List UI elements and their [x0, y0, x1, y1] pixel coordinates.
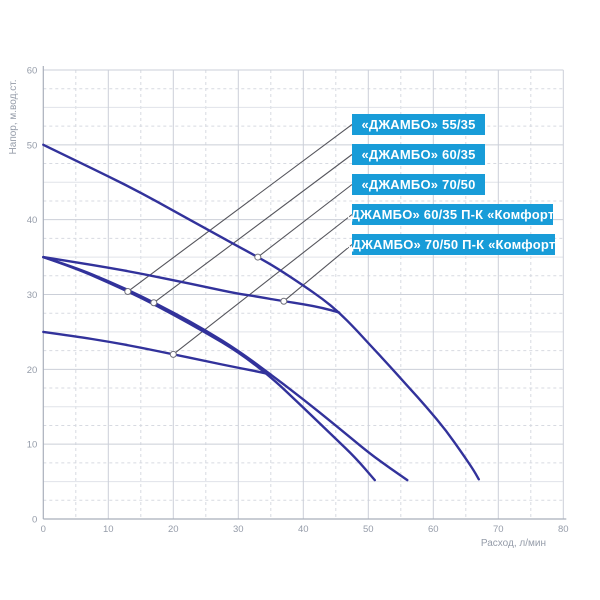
svg-text:80: 80: [558, 524, 569, 535]
svg-text:40: 40: [27, 215, 38, 226]
svg-text:70: 70: [493, 524, 504, 535]
marker-3: [169, 350, 177, 358]
series-callout-70-50: «ДЖАМБО» 70/50: [352, 174, 485, 195]
svg-text:30: 30: [27, 290, 38, 301]
svg-text:20: 20: [27, 365, 38, 376]
svg-text:50: 50: [27, 140, 38, 151]
curve-0: [42, 255, 376, 482]
series-callout-60-35: «ДЖАМБО» 60/35: [352, 144, 485, 165]
svg-text:0: 0: [32, 515, 37, 526]
grid: [43, 69, 564, 519]
svg-text:60: 60: [27, 66, 38, 77]
marker-2: [254, 253, 262, 261]
y-axis-title: Напор, м.вод.ст.: [8, 80, 19, 155]
series-callout-55-35: «ДЖАМБО» 55/35: [352, 114, 485, 135]
curve-1: [42, 255, 409, 482]
svg-text:50: 50: [363, 524, 374, 535]
curves: [42, 143, 480, 482]
x-axis-title: Расход, л/мин: [481, 538, 546, 549]
svg-text:20: 20: [168, 524, 179, 535]
marker-0: [124, 288, 132, 296]
svg-text:10: 10: [103, 524, 114, 535]
curve-3: [42, 330, 272, 376]
svg-text:0: 0: [41, 524, 46, 535]
svg-text:10: 10: [27, 440, 38, 451]
svg-text:30: 30: [233, 524, 244, 535]
series-callout-70-50-pk-komfort: «ДЖАМБО» 70/50 П-К «Комфорт»: [344, 234, 563, 255]
axes: [42, 66, 567, 520]
axis-text: 0 10 20 30 40 50 60 0 10 20 30 40 50 60 70 80 Напор, м.в…: [8, 66, 569, 550]
markers: [124, 253, 288, 358]
marker-1: [150, 299, 158, 307]
curve-4: [42, 255, 341, 314]
svg-text:40: 40: [298, 524, 309, 535]
leader-lines: [127, 124, 353, 355]
curve-2: [42, 143, 480, 481]
svg-text:60: 60: [428, 524, 439, 535]
marker-4: [280, 297, 288, 305]
series-callout-60-35-pk-komfort: «ДЖАМБО» 60/35 П-К «Комфорт»: [343, 204, 562, 225]
